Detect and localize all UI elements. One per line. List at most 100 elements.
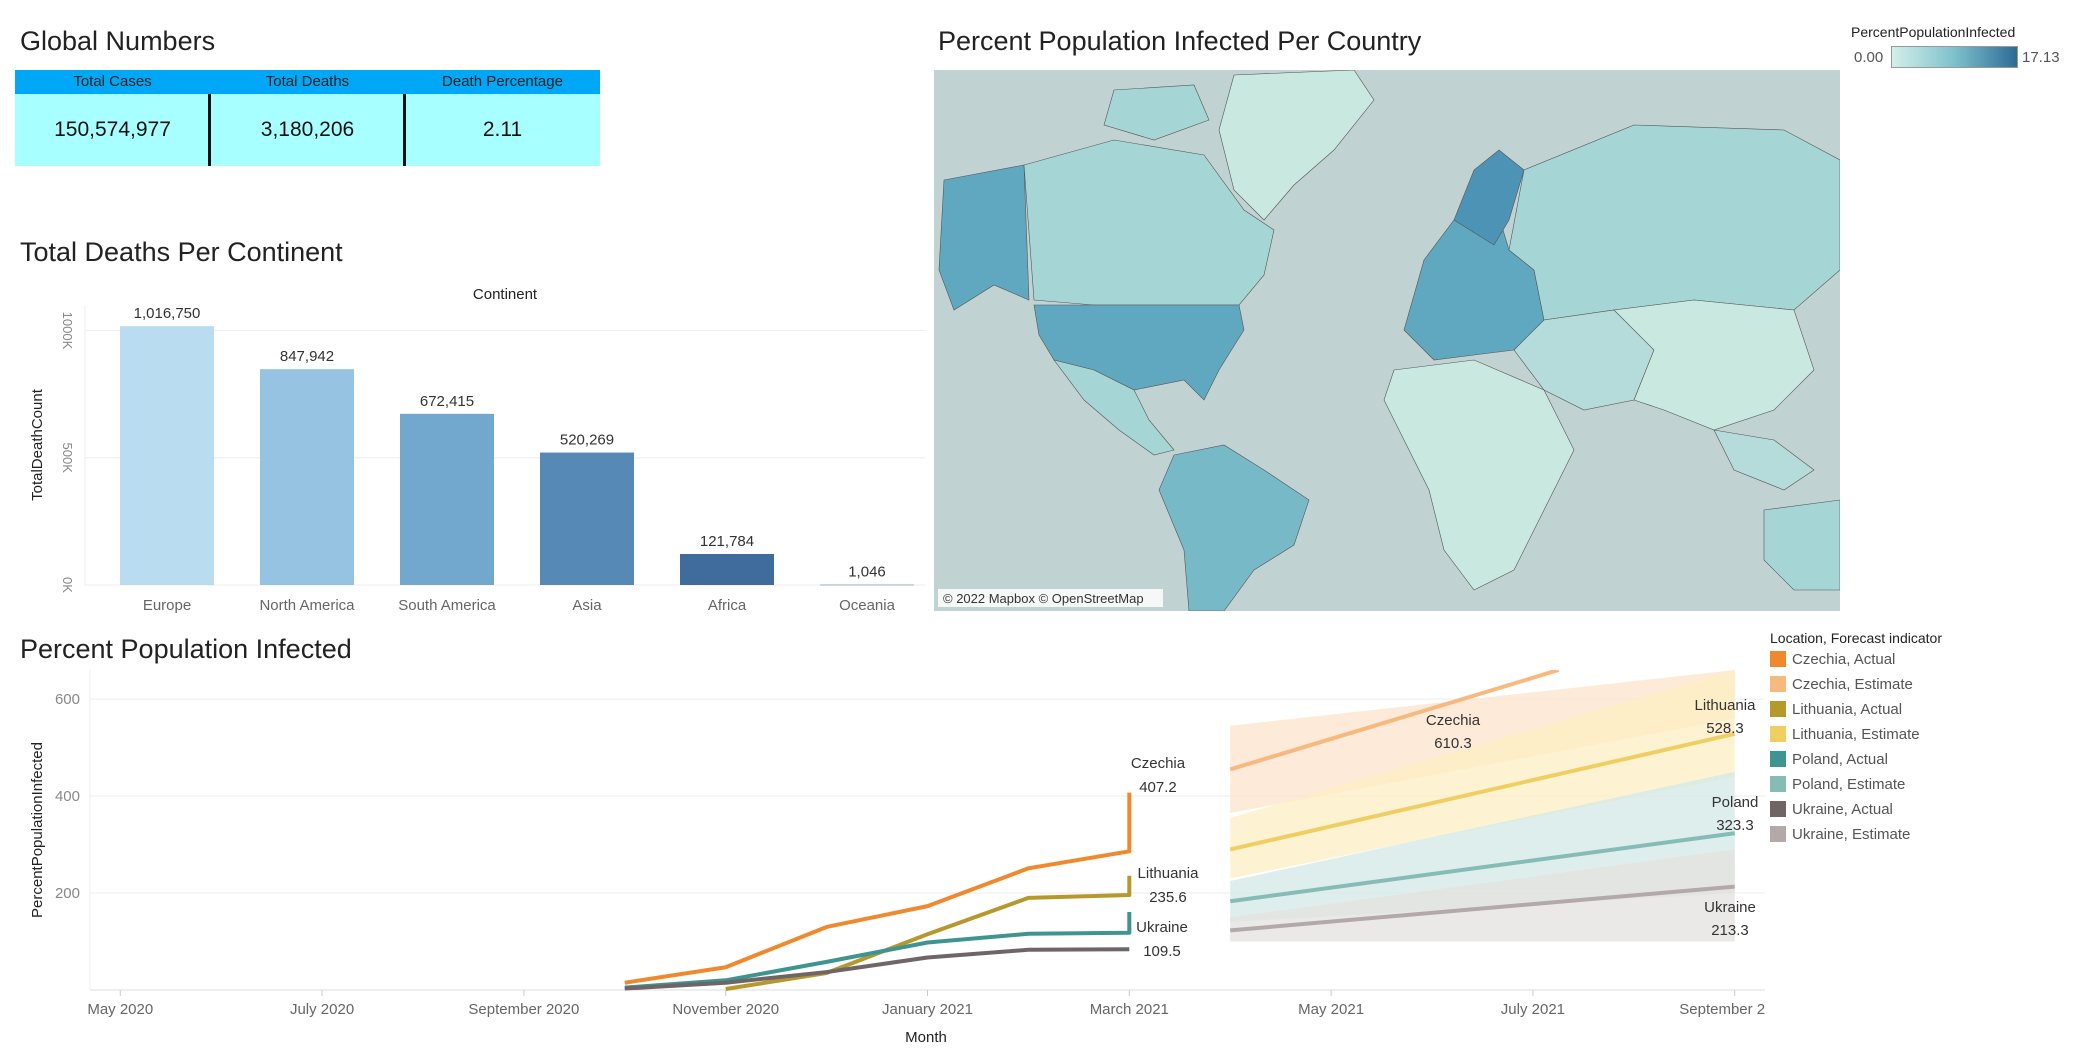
legend-item[interactable]: Czechia, Actual: [1770, 651, 1895, 668]
map-attribution[interactable]: © 2022 Mapbox © OpenStreetMap: [943, 591, 1144, 606]
value-total-deaths: 3,180,206: [260, 118, 355, 141]
bar[interactable]: [680, 554, 774, 585]
alaska[interactable]: [938, 164, 1030, 311]
bar-category-label: Europe: [143, 597, 191, 614]
map-legend-max: 17.13: [2022, 49, 2060, 66]
mexico[interactable]: [1053, 359, 1175, 456]
legend-swatch: [1770, 676, 1786, 692]
header-total-deaths: Total Deaths: [265, 73, 350, 90]
legend-label: Poland, Actual: [1792, 751, 1888, 768]
legend-label: Poland, Estimate: [1792, 776, 1906, 793]
line-x-tick: May 2020: [87, 1001, 153, 1018]
legend-label: Czechia, Estimate: [1792, 676, 1913, 693]
forecast-value: 213.3: [1711, 922, 1749, 939]
series-end-value: 407.2: [1139, 779, 1177, 796]
actual-line[interactable]: [624, 792, 1132, 985]
map-legend-min: 0.00: [1854, 49, 1884, 66]
legend-swatch: [1770, 801, 1786, 817]
forecast-line[interactable]: [1229, 731, 1736, 852]
usa[interactable]: [1033, 304, 1245, 401]
legend-label: Ukraine, Actual: [1792, 801, 1893, 818]
africa[interactable]: [1383, 359, 1575, 591]
line-x-tick: September 2021: [1679, 1001, 1765, 1018]
legend-item[interactable]: Ukraine, Actual: [1770, 801, 1893, 818]
bar-value-label: 520,269: [560, 432, 614, 449]
south-america[interactable]: [1158, 444, 1310, 611]
line-x-tick: July 2020: [290, 1001, 354, 1018]
legend-item[interactable]: Lithuania, Estimate: [1770, 726, 1920, 743]
legend-swatch: [1770, 701, 1786, 717]
line-x-tick: September 2020: [468, 1001, 579, 1018]
bar-y-tick: 0K: [60, 577, 75, 593]
forecast-value: 528.3: [1706, 720, 1744, 737]
series-end-label: Ukraine: [1136, 919, 1188, 936]
legend-swatch: [1770, 726, 1786, 742]
forecast-value: 610.3: [1434, 735, 1472, 752]
forecast-line[interactable]: [1229, 670, 1560, 772]
line-y-tick: 200: [55, 885, 80, 902]
forecast-label: Poland: [1712, 794, 1759, 811]
legend-swatch: [1770, 826, 1786, 842]
value-death-percentage: 2.11: [482, 118, 523, 141]
legend-label: Lithuania, Actual: [1792, 701, 1903, 718]
bar[interactable]: [820, 584, 914, 586]
bar-category-label: Oceania: [839, 597, 896, 614]
asia[interactable]: [1613, 299, 1815, 431]
percent-population-infected-chart: PercentPopulationInfected Month 200 400 60…: [29, 670, 1765, 1046]
forecast-band: [1230, 670, 1735, 814]
global-numbers-value-row: 150,574,977 3,180,206 2.11: [15, 94, 600, 166]
column-divider: [208, 94, 211, 166]
bar-y-tick: 500K: [60, 443, 75, 474]
map-title: Percent Population Infected Per Country: [938, 26, 1422, 56]
column-divider: [403, 94, 406, 166]
bar[interactable]: [260, 369, 354, 585]
forecast-label: Ukraine: [1704, 899, 1756, 916]
forecast-value: 323.3: [1716, 817, 1754, 834]
forecast-band: [1230, 670, 1735, 879]
legend-item[interactable]: Lithuania, Actual: [1770, 701, 1902, 718]
legend-label: Ukraine, Estimate: [1792, 826, 1911, 843]
actual-line[interactable]: [624, 911, 1132, 990]
line-y-tick: 600: [55, 691, 80, 708]
arctic-islands[interactable]: [1103, 84, 1210, 141]
bar-value-label: 847,942: [280, 348, 334, 365]
legend-item[interactable]: Poland, Actual: [1770, 751, 1888, 768]
series-end-value: 235.6: [1149, 889, 1187, 906]
y-axis-label: TotalDeathCount: [29, 388, 46, 501]
deaths-per-continent-chart: Continent TotalDeathCount 0K 500K 1000K 1,…: [29, 286, 925, 614]
bar-value-label: 121,784: [700, 533, 754, 550]
line-x-tick: July 2021: [1501, 1001, 1565, 1018]
map-legend-gradient: [1891, 46, 2018, 68]
legend-item[interactable]: Poland, Estimate: [1770, 776, 1905, 793]
line-x-tick: November 2020: [672, 1001, 779, 1018]
legend-swatch: [1770, 776, 1786, 792]
legend-item[interactable]: Ukraine, Estimate: [1770, 826, 1910, 843]
greenland[interactable]: [1218, 70, 1375, 221]
legend-item[interactable]: Czechia, Estimate: [1770, 676, 1913, 693]
bar-y-tick: 1000K: [60, 312, 75, 350]
forecast-line[interactable]: [1230, 884, 1735, 933]
legend-label: Czechia, Actual: [1792, 651, 1896, 668]
bar[interactable]: [400, 413, 494, 585]
value-total-cases: 150,574,977: [54, 118, 171, 141]
southeast-asia[interactable]: [1713, 429, 1815, 491]
legend-swatch: [1770, 651, 1786, 667]
legend-swatch: [1770, 751, 1786, 767]
actual-line[interactable]: [624, 947, 1130, 991]
bar-value-label: 1,046: [848, 564, 886, 581]
bar[interactable]: [540, 452, 634, 585]
header-total-cases: Total Cases: [73, 73, 152, 90]
canada[interactable]: [1023, 139, 1275, 306]
line-y-tick: 400: [55, 788, 80, 805]
world-map[interactable]: © 2022 Mapbox © OpenStreetMap: [934, 70, 1840, 611]
line-legend-title: Location, Forecast indicator: [1770, 630, 1942, 646]
bar[interactable]: [120, 326, 214, 585]
forecast-line[interactable]: [1229, 831, 1735, 904]
bar-value-label: 1,016,750: [134, 305, 201, 322]
bar-value-label: 672,415: [420, 393, 474, 410]
series-end-label: Czechia: [1131, 755, 1186, 772]
australia[interactable]: [1763, 499, 1840, 591]
forecast-label: Czechia: [1426, 712, 1481, 729]
line-x-tick: January 2021: [882, 1001, 973, 1018]
map-attribution-bg: [938, 589, 1163, 607]
